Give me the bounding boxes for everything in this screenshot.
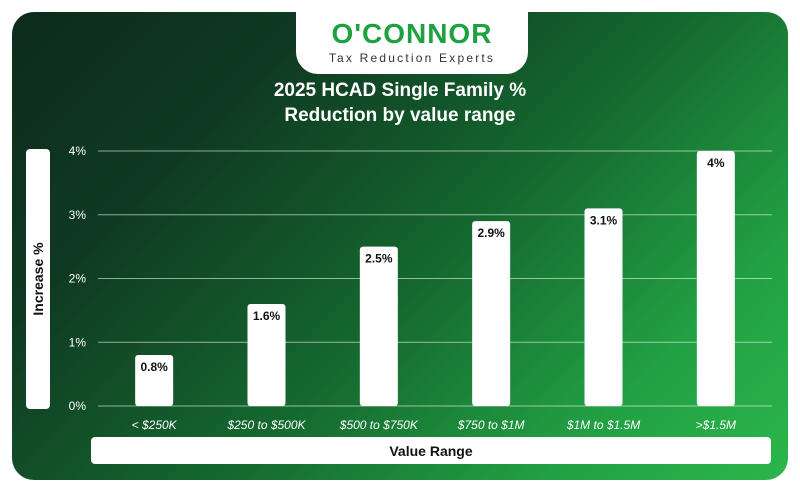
x-axis-label: Value Range xyxy=(389,443,473,459)
x-tick-label: $750 to $1M xyxy=(457,418,525,432)
bar xyxy=(247,304,286,406)
logo-tagline: Tax Reduction Experts xyxy=(328,51,496,65)
chart-title-line-2: Reduction by value range xyxy=(284,105,516,126)
bar xyxy=(472,221,511,406)
bar-chart: 0% 1% 2% 3% 4% 0.8% < $250K 1.6% $250 to $500K 2.… xyxy=(69,144,772,432)
bar xyxy=(359,246,398,406)
y-axis-label-box xyxy=(26,149,50,409)
x-tick-label: $500 to $750K xyxy=(339,418,419,432)
y-tick-label: 0% xyxy=(69,399,87,413)
bar xyxy=(696,151,735,406)
data-label: 0.8% xyxy=(140,360,168,374)
data-label: 1.6% xyxy=(253,309,281,323)
logo: O'CONNOR Tax Reduction Experts xyxy=(296,12,528,74)
logo-name: O'CONNOR xyxy=(331,18,493,49)
bar xyxy=(135,355,174,406)
y-tick-label: 2% xyxy=(69,272,87,286)
x-tick-label: < $250K xyxy=(132,418,178,432)
y-tick-label: 4% xyxy=(69,144,87,158)
x-axis-label-box: Value Range xyxy=(91,437,771,464)
data-label: 4% xyxy=(707,156,725,170)
x-tick-label: $250 to $500K xyxy=(226,418,306,432)
data-label: 2.5% xyxy=(365,252,393,266)
x-tick-label: >$1.5M xyxy=(696,418,736,432)
data-label: 3.1% xyxy=(590,213,618,227)
y-tick-label: 1% xyxy=(69,335,87,349)
chart-title-line-1: 2025 HCAD Single Family % xyxy=(273,80,527,101)
chart-title: 2025 HCAD Single Family % Reduction by v… xyxy=(12,78,788,128)
y-tick-label: 3% xyxy=(69,208,87,222)
chart-card: O'CONNOR Tax Reduction Experts 2025 HCAD… xyxy=(12,12,788,480)
x-tick-label: $1M to $1.5M xyxy=(566,418,640,432)
bar xyxy=(584,208,623,406)
data-label: 2.9% xyxy=(477,226,505,240)
